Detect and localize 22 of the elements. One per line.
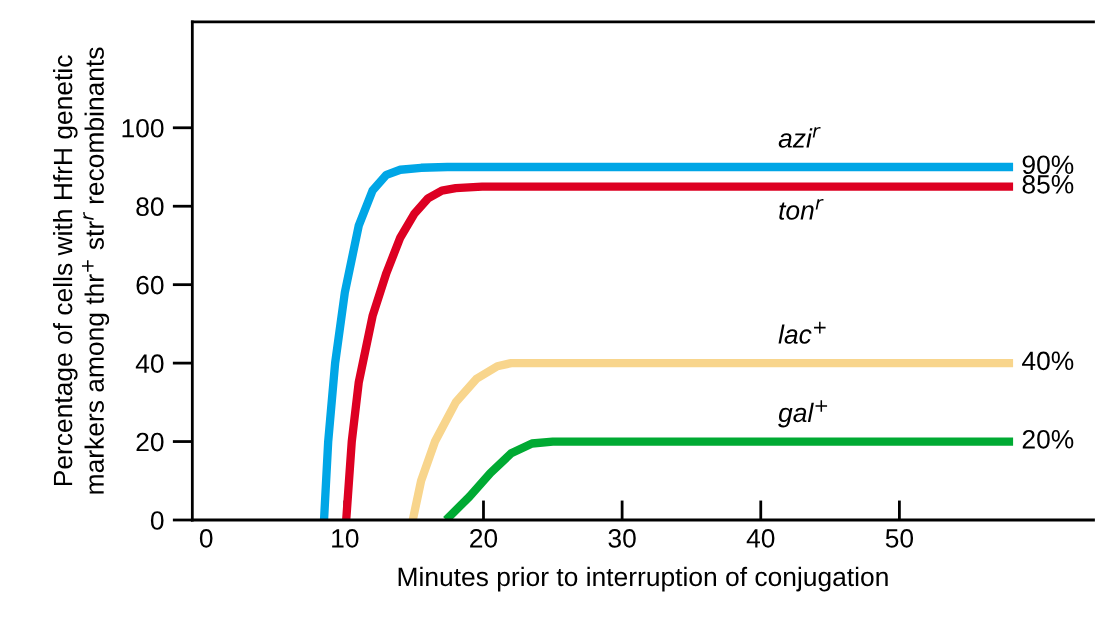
data-label: 90% [1022,155,1074,175]
data-label: 20% [1022,429,1074,449]
series-label: gal$^{+}$ [778,400,828,428]
y-tick-label: 0 [150,511,164,530]
y-tick-label: 40 [135,354,164,373]
x-tick-label: 10 [332,529,359,548]
x-tick-label: 40 [746,529,775,548]
data-label: 85% [1022,175,1074,194]
series-label: azi$^{r}$ [778,127,821,148]
x-tick-label: 20 [470,529,498,548]
x-axis-title: Minutes prior to interruption of conjugation [398,566,888,592]
x-tick-label: 0 [199,529,213,548]
series-label: lac$^{+}$ [778,321,826,344]
y-tick-label: 80 [136,197,164,217]
x-tick-label: 50 [885,529,914,548]
y-tick-label: 60 [136,275,164,295]
series-label: ton$^{r}$ [779,199,824,220]
y-tick-label: 20 [136,432,164,452]
data-label: 40% [1022,351,1074,371]
y-tick-label: 100 [122,118,164,138]
y-axis-title: Percentage of cells with HfrH genetic markers among thr$^{+}$ str$^{r}$ recombinants [52,47,110,494]
x-tick-label: 30 [608,529,636,548]
